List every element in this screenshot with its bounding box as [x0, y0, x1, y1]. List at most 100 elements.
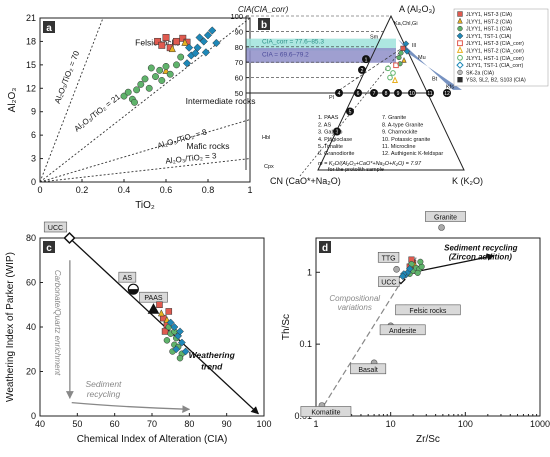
x-tick-label: 100	[256, 419, 271, 429]
reference-number: 8	[385, 91, 388, 97]
carbonate-label: Carbonate/Quartz enrichment	[53, 270, 62, 376]
legend-marker	[457, 17, 463, 24]
data-point	[391, 76, 399, 84]
panel-letter-box	[258, 18, 270, 30]
panel-b: CIA_corr = 77.6–85.3 CIA = 69.6–79.2 100 90…	[230, 4, 549, 186]
data-point	[385, 65, 391, 72]
reference-number: 7	[373, 91, 376, 97]
cia-tick-label: 90	[235, 27, 243, 36]
data-point	[212, 38, 221, 48]
formula: m = K₂O/(Al₂O₃+CaO*+Na₂O+K₂O) = 7.97	[318, 161, 422, 167]
x-tick-label: 100	[458, 419, 473, 429]
data-point	[137, 80, 145, 88]
reference-number: 6	[357, 91, 360, 97]
y-tick-label: 0	[31, 177, 36, 187]
reference-label: UCC	[48, 225, 63, 232]
reference-label: Granite	[434, 214, 457, 221]
reference-number: 5	[349, 110, 352, 116]
x-tick-label: 1	[247, 185, 252, 195]
reference-label-box	[425, 211, 466, 222]
y-tick-label: 3	[31, 154, 36, 164]
legend-label: JLYY1, HST-2 (CIA)	[466, 19, 512, 25]
data-point	[158, 41, 166, 49]
data-point	[154, 37, 162, 45]
reference-label-box	[378, 276, 400, 287]
reference-list-item: 1. PAAS	[318, 115, 339, 121]
legend-label: JLYY1, HST-1 (CIA)	[466, 27, 512, 33]
reference-list-item: 11. Microcline	[382, 144, 416, 150]
x-tick-label: 10	[386, 419, 396, 429]
y-tick-label: 80	[26, 233, 36, 243]
reference-list-item: 4. Plagioclase	[318, 137, 352, 143]
reference-circle	[443, 89, 451, 97]
panel-letter: d	[322, 243, 328, 254]
data-point	[417, 258, 424, 265]
legend-label: JLYY1, HST-1 (CIA_corr)	[466, 56, 524, 62]
data-point	[401, 56, 407, 63]
data-point	[157, 309, 165, 317]
y-tick-label: 21	[26, 13, 36, 23]
x-tick-label: 0.8	[202, 185, 215, 195]
legend-label: SK-2a (CIA)	[466, 70, 494, 76]
reference-marker	[438, 224, 445, 231]
reference-circle	[333, 127, 341, 136]
x-axis-label: TiO₂	[135, 200, 155, 211]
reference-circle	[335, 89, 343, 97]
data-point	[191, 48, 200, 58]
x-tick-label: 80	[184, 419, 194, 429]
data-point	[120, 92, 128, 100]
cia-tick-label: 80	[235, 43, 243, 52]
data-point	[398, 50, 404, 56]
panel-c: 40 50 60 70 80 90 100 0 20 40 60 80 Chemical Index o…	[5, 221, 272, 445]
reference-number: 11	[427, 91, 432, 97]
data-point	[166, 70, 174, 78]
panel-letter: a	[46, 23, 52, 34]
legend-marker	[456, 46, 464, 53]
data-point	[177, 53, 185, 61]
data-point	[199, 37, 208, 46]
cia-corr-band	[246, 38, 396, 51]
reference-label-box	[379, 324, 426, 336]
data-point	[145, 84, 153, 92]
reference-label-box	[118, 271, 137, 283]
plot-frame	[315, 237, 541, 417]
reference-label: Andesite	[389, 328, 416, 335]
x-tick-label: 1000	[530, 419, 550, 429]
reference-label-box	[43, 221, 68, 233]
x-tick-label: 60	[110, 419, 120, 429]
data-point	[184, 43, 194, 52]
data-point	[181, 38, 189, 46]
recycling-label: Sediment recycling	[444, 244, 517, 253]
data-point	[182, 59, 192, 68]
legend-label: YS3, SL2, B2, S103 (CIA)	[466, 78, 526, 84]
reference-marker	[63, 231, 76, 245]
legend-label: JLYY1, TST-1 (CIA)	[466, 34, 512, 40]
mineral-label-ka: Ka,Chl,Gi	[394, 21, 418, 27]
data-point	[147, 64, 155, 72]
y-axis-label: Th/Sc	[281, 314, 292, 340]
legend-marker	[457, 69, 463, 76]
y-tick-label: 0.1	[299, 339, 312, 349]
y-tick-label: 6	[31, 130, 36, 140]
cia-tick-label: 60	[235, 74, 243, 83]
formula-note: for the protolith sample	[328, 167, 384, 173]
reference-circle	[358, 65, 366, 74]
reference-label: PAAS	[144, 295, 162, 302]
x-tick-label: 90	[222, 419, 232, 429]
mineral-label-sm: Sm	[370, 34, 379, 40]
plot-frame	[39, 237, 265, 417]
ratio-line	[39, 17, 104, 183]
data-point	[133, 86, 141, 94]
data-point	[124, 88, 132, 96]
reference-marker-half	[128, 289, 139, 295]
cia-corr-band-label: CIA_corr = 77.6–85.3	[262, 39, 324, 46]
mineral-label-cpx: Cpx	[264, 164, 274, 170]
recycling-arrow	[71, 402, 191, 413]
legend-marker	[456, 61, 464, 69]
reference-label: Komatiite	[311, 409, 340, 416]
data-point	[173, 61, 180, 69]
data-point	[156, 301, 163, 308]
compositional-label: Compositional	[329, 294, 380, 303]
x-tick-label: 0.4	[118, 185, 131, 195]
data-point	[405, 264, 414, 273]
